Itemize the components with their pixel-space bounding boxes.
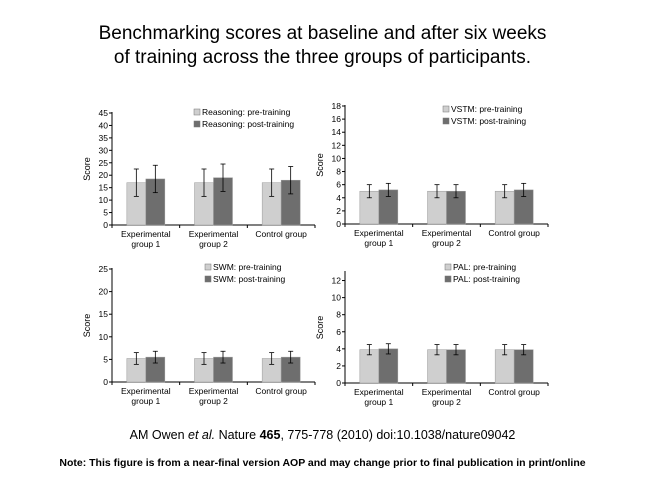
x-category-label: Experimental <box>422 387 472 397</box>
legend-swatch <box>193 120 201 128</box>
y-tick-label: 15 <box>99 309 109 319</box>
figure-title-line-2: of training across the three groups of p… <box>113 47 532 68</box>
x-category-label: Experimental <box>354 387 404 397</box>
x-category-label: Control group <box>255 386 307 396</box>
citation-rest: , 775-778 (2010) doi:10.1038/nature09042 <box>280 428 516 442</box>
citation: AM Owen et al. Nature 465, 775-778 (2010… <box>0 428 645 442</box>
y-axis-label: Score <box>82 157 92 181</box>
legend-label: VSTM: post-training <box>451 116 526 126</box>
legend-label: SWM: post-training <box>213 274 286 284</box>
y-tick-label: 20 <box>99 287 109 297</box>
y-tick-label: 8 <box>336 310 341 320</box>
x-category-label: Experimental <box>121 386 171 396</box>
x-category-label: group 2 <box>432 397 461 407</box>
y-tick-label: 14 <box>332 127 342 137</box>
legend-label: PAL: pre-training <box>453 262 516 272</box>
y-tick-label: 12 <box>332 140 342 150</box>
y-tick-label: 0 <box>103 220 108 230</box>
legend-swatch <box>442 105 450 113</box>
citation-etal: et al. <box>188 428 216 442</box>
x-category-label: group 1 <box>364 238 393 248</box>
y-tick-label: 5 <box>103 354 108 364</box>
y-tick-label: 10 <box>99 195 109 205</box>
y-tick-label: 25 <box>99 158 109 168</box>
y-axis-label: Score <box>315 316 325 340</box>
y-tick-label: 6 <box>336 327 341 337</box>
publication-note: Note: This figure is from a near-final v… <box>59 457 586 469</box>
y-tick-label: 8 <box>336 167 341 177</box>
x-category-label: group 2 <box>199 239 228 249</box>
legend-label: PAL: post-training <box>453 274 520 284</box>
legend-swatch <box>204 263 212 271</box>
x-category-label: group 1 <box>131 239 160 249</box>
legend-label: SWM: pre-training <box>213 262 282 272</box>
y-tick-label: 2 <box>336 206 341 216</box>
y-tick-label: 0 <box>336 378 341 388</box>
y-tick-label: 0 <box>103 377 108 387</box>
x-category-label: Experimental <box>189 386 239 396</box>
y-tick-label: 25 <box>99 264 109 274</box>
citation-journal-sep: Nature <box>215 428 260 442</box>
x-category-label: group 1 <box>364 397 393 407</box>
y-tick-label: 4 <box>336 344 341 354</box>
legend-swatch <box>204 275 212 283</box>
y-tick-label: 40 <box>99 120 109 130</box>
citation-prefix: AM Owen <box>129 428 188 442</box>
x-category-label: Control group <box>255 229 307 239</box>
reasoning-chart: 051015202530354045ScoreExperimentalgroup… <box>82 107 316 249</box>
legend-label: Reasoning: pre-training <box>202 107 291 117</box>
y-tick-label: 45 <box>99 108 109 118</box>
legend-swatch <box>193 108 201 116</box>
legend-label: Reasoning: post-training <box>202 119 294 129</box>
legend-swatch <box>444 275 452 283</box>
citation-volume: 465 <box>259 428 281 442</box>
y-tick-label: 4 <box>336 193 341 203</box>
legend-label: VSTM: pre-training <box>451 104 523 114</box>
x-category-label: Control group <box>488 387 540 397</box>
y-tick-label: 18 <box>332 101 342 111</box>
y-tick-label: 15 <box>99 183 109 193</box>
x-category-label: Experimental <box>121 229 171 239</box>
y-tick-label: 0 <box>336 219 341 229</box>
y-tick-label: 30 <box>99 145 109 155</box>
x-category-label: Control group <box>488 228 540 238</box>
y-tick-label: 12 <box>332 276 342 286</box>
x-category-label: group 2 <box>199 396 228 406</box>
y-tick-label: 10 <box>332 293 342 303</box>
x-category-label: Experimental <box>189 229 239 239</box>
figure-title-line-1: Benchmarking scores at baseline and afte… <box>98 23 547 44</box>
x-category-label: group 2 <box>432 238 461 248</box>
y-tick-label: 5 <box>103 208 108 218</box>
y-tick-label: 10 <box>332 153 342 163</box>
y-tick-label: 16 <box>332 114 342 124</box>
x-category-label: group 1 <box>131 396 160 406</box>
y-axis-label: Score <box>315 153 325 177</box>
y-tick-label: 35 <box>99 133 109 143</box>
legend-swatch <box>442 117 450 125</box>
x-category-label: Experimental <box>422 228 472 238</box>
y-tick-label: 6 <box>336 180 341 190</box>
y-tick-label: 20 <box>99 170 109 180</box>
y-tick-label: 2 <box>336 361 341 371</box>
y-tick-label: 10 <box>99 332 109 342</box>
x-category-label: Experimental <box>354 228 404 238</box>
y-axis-label: Score <box>82 314 92 338</box>
legend-swatch <box>444 263 452 271</box>
